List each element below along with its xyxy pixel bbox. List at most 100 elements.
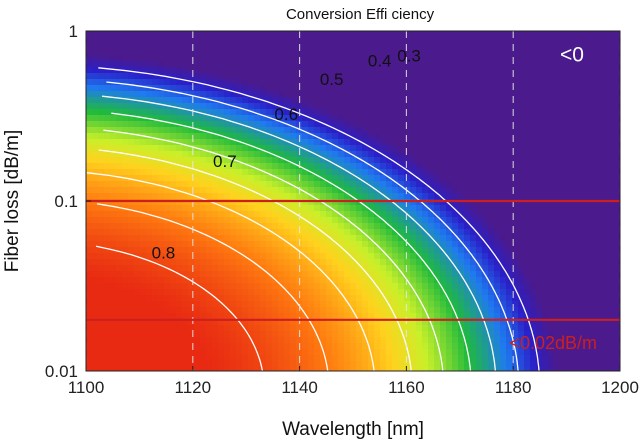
heatmap-cell <box>578 169 585 176</box>
heatmap-cell <box>554 301 561 308</box>
heatmap-cell <box>110 295 117 302</box>
heatmap-cell <box>560 283 567 290</box>
heatmap-cell <box>398 187 405 194</box>
heatmap-cell <box>410 235 417 242</box>
heatmap-cell <box>290 175 297 182</box>
heatmap-cell <box>470 229 477 236</box>
heatmap-cell <box>524 43 531 50</box>
heatmap-cell <box>446 337 453 344</box>
heatmap-cell <box>110 181 117 188</box>
heatmap-cell <box>356 61 363 68</box>
heatmap-cell <box>566 31 573 38</box>
heatmap-cell <box>134 133 141 140</box>
heatmap-cell <box>290 223 297 230</box>
heatmap-cell <box>578 199 585 206</box>
heatmap-cell <box>464 259 471 266</box>
heatmap-cell <box>536 241 543 248</box>
heatmap-cell <box>602 55 609 62</box>
heatmap-cell <box>596 133 603 140</box>
heatmap-cell <box>518 169 525 176</box>
heatmap-cell <box>422 67 429 74</box>
heatmap-cell <box>266 199 273 206</box>
heatmap-cell <box>176 43 183 50</box>
heatmap-cell <box>602 139 609 146</box>
heatmap-cell <box>332 187 339 194</box>
heatmap-cell <box>362 151 369 158</box>
heatmap-cell <box>320 217 327 224</box>
heatmap-cell <box>176 61 183 68</box>
heatmap-cell <box>374 127 381 134</box>
heatmap-cell <box>182 31 189 38</box>
heatmap-cell <box>134 277 141 284</box>
heatmap-cell <box>98 253 105 260</box>
heatmap-cell <box>146 325 153 332</box>
heatmap-cell <box>428 325 435 332</box>
heatmap-cell <box>476 361 483 368</box>
heatmap-cell <box>512 157 519 164</box>
heatmap-cell <box>332 301 339 308</box>
heatmap-cell <box>548 73 555 80</box>
heatmap-cell <box>122 295 129 302</box>
heatmap-cell <box>194 295 201 302</box>
heatmap-cell <box>302 127 309 134</box>
heatmap-cell <box>506 265 513 272</box>
heatmap-cell <box>296 235 303 242</box>
heatmap-cell <box>506 205 513 212</box>
heatmap-cell <box>236 49 243 56</box>
heatmap-cell <box>356 349 363 356</box>
heatmap-cell <box>602 175 609 182</box>
heatmap-cell <box>338 163 345 170</box>
heatmap-cell <box>182 253 189 260</box>
heatmap-cell <box>392 247 399 254</box>
heatmap-cell <box>572 241 579 248</box>
heatmap-cell <box>272 361 279 368</box>
heatmap-cell <box>488 133 495 140</box>
heatmap-cell <box>434 151 441 158</box>
heatmap-cell <box>248 133 255 140</box>
heatmap-cell <box>386 331 393 338</box>
heatmap-cell <box>602 283 609 290</box>
heatmap-cell <box>326 121 333 128</box>
heatmap-cell <box>260 163 267 170</box>
heatmap-cell <box>452 229 459 236</box>
heatmap-cell <box>236 73 243 80</box>
heatmap-cell <box>278 367 285 371</box>
heatmap-cell <box>410 229 417 236</box>
heatmap-cell <box>122 283 129 290</box>
heatmap-cell <box>128 235 135 242</box>
heatmap-cell <box>128 109 135 116</box>
heatmap-cell <box>392 301 399 308</box>
heatmap-cell <box>518 241 525 248</box>
heatmap-cell <box>470 127 477 134</box>
heatmap-cell <box>608 61 615 68</box>
heatmap-cell <box>266 247 273 254</box>
heatmap-cell <box>122 31 129 38</box>
heatmap-cell <box>164 307 171 314</box>
heatmap-cell <box>122 289 129 296</box>
heatmap-cell <box>404 295 411 302</box>
heatmap-cell <box>326 31 333 38</box>
heatmap-cell <box>320 73 327 80</box>
heatmap-cell <box>374 37 381 44</box>
heatmap-cell <box>320 265 327 272</box>
heatmap-cell <box>494 43 501 50</box>
heatmap-cell <box>596 199 603 206</box>
heatmap-cell <box>392 259 399 266</box>
heatmap-cell <box>542 361 549 368</box>
heatmap-cell <box>512 85 519 92</box>
heatmap-cell <box>470 133 477 140</box>
heatmap-cell <box>488 301 495 308</box>
heatmap-cell <box>302 295 309 302</box>
heatmap-cell <box>308 127 315 134</box>
heatmap-cell <box>428 337 435 344</box>
heatmap-cell <box>194 283 201 290</box>
heatmap-cell <box>254 175 261 182</box>
heatmap-cell <box>380 121 387 128</box>
heatmap-cell <box>308 289 315 296</box>
heatmap-cell <box>290 313 297 320</box>
heatmap-cell <box>188 115 195 122</box>
heatmap-cell <box>488 337 495 344</box>
heatmap-cell <box>164 43 171 50</box>
heatmap-cell <box>470 55 477 62</box>
heatmap-cell <box>296 49 303 56</box>
